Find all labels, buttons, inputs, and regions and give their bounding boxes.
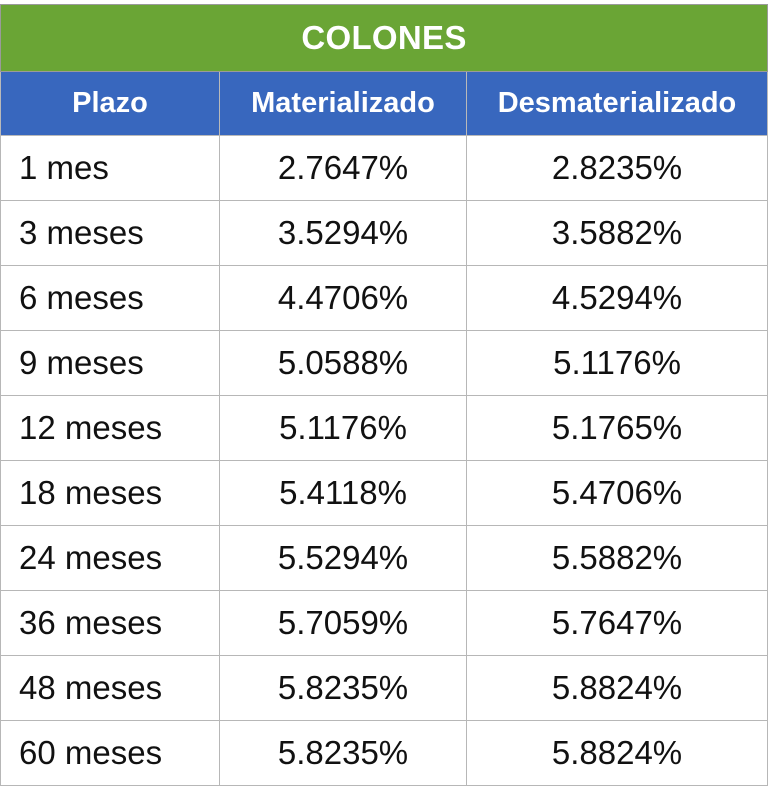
cell-materializado: 5.8235% bbox=[219, 655, 467, 721]
cell-plazo: 1 mes bbox=[0, 135, 220, 201]
cell-materializado: 4.4706% bbox=[219, 265, 467, 331]
cell-plazo: 60 meses bbox=[0, 720, 220, 786]
cell-desmaterializado: 5.5882% bbox=[465, 525, 768, 591]
table-row: 6 meses 4.4706% 4.5294% bbox=[0, 265, 768, 331]
cell-plazo: 9 meses bbox=[0, 330, 220, 396]
table-title-row: COLONES bbox=[0, 4, 768, 72]
colones-rates-table: COLONES Plazo Materializado Desmateriali… bbox=[0, 4, 768, 786]
table-row: 24 meses 5.5294% 5.5882% bbox=[0, 525, 768, 591]
cell-desmaterializado: 5.1176% bbox=[465, 330, 768, 396]
cell-materializado: 5.8235% bbox=[219, 720, 467, 786]
cell-plazo: 3 meses bbox=[0, 200, 220, 266]
cell-materializado: 2.7647% bbox=[219, 135, 467, 201]
table-row: 12 meses 5.1176% 5.1765% bbox=[0, 395, 768, 461]
cell-plazo: 6 meses bbox=[0, 265, 220, 331]
table-row: 18 meses 5.4118% 5.4706% bbox=[0, 460, 768, 526]
column-header-desmaterializado: Desmaterializado bbox=[465, 71, 768, 136]
cell-desmaterializado: 4.5294% bbox=[465, 265, 768, 331]
column-header-materializado: Materializado bbox=[219, 71, 467, 136]
cell-materializado: 5.7059% bbox=[219, 590, 467, 656]
cell-materializado: 5.4118% bbox=[219, 460, 467, 526]
table-row: 3 meses 3.5294% 3.5882% bbox=[0, 200, 768, 266]
table-row: 1 mes 2.7647% 2.8235% bbox=[0, 135, 768, 201]
cell-desmaterializado: 3.5882% bbox=[465, 200, 768, 266]
cell-plazo: 36 meses bbox=[0, 590, 220, 656]
cell-materializado: 5.1176% bbox=[219, 395, 467, 461]
column-header-row: Plazo Materializado Desmaterializado bbox=[0, 71, 768, 136]
table-row: 9 meses 5.0588% 5.1176% bbox=[0, 330, 768, 396]
cell-desmaterializado: 5.8824% bbox=[465, 655, 768, 721]
column-header-plazo: Plazo bbox=[0, 71, 220, 136]
cell-desmaterializado: 2.8235% bbox=[465, 135, 768, 201]
cell-desmaterializado: 5.4706% bbox=[465, 460, 768, 526]
cell-materializado: 5.0588% bbox=[219, 330, 467, 396]
cell-materializado: 3.5294% bbox=[219, 200, 467, 266]
cell-plazo: 18 meses bbox=[0, 460, 220, 526]
table-row: 48 meses 5.8235% 5.8824% bbox=[0, 655, 768, 721]
cell-desmaterializado: 5.1765% bbox=[465, 395, 768, 461]
cell-desmaterializado: 5.7647% bbox=[465, 590, 768, 656]
table-row: 60 meses 5.8235% 5.8824% bbox=[0, 720, 768, 786]
cell-plazo: 24 meses bbox=[0, 525, 220, 591]
cell-materializado: 5.5294% bbox=[219, 525, 467, 591]
cell-desmaterializado: 5.8824% bbox=[465, 720, 768, 786]
cell-plazo: 12 meses bbox=[0, 395, 220, 461]
table-row: 36 meses 5.7059% 5.7647% bbox=[0, 590, 768, 656]
table-title: COLONES bbox=[0, 4, 768, 72]
cell-plazo: 48 meses bbox=[0, 655, 220, 721]
